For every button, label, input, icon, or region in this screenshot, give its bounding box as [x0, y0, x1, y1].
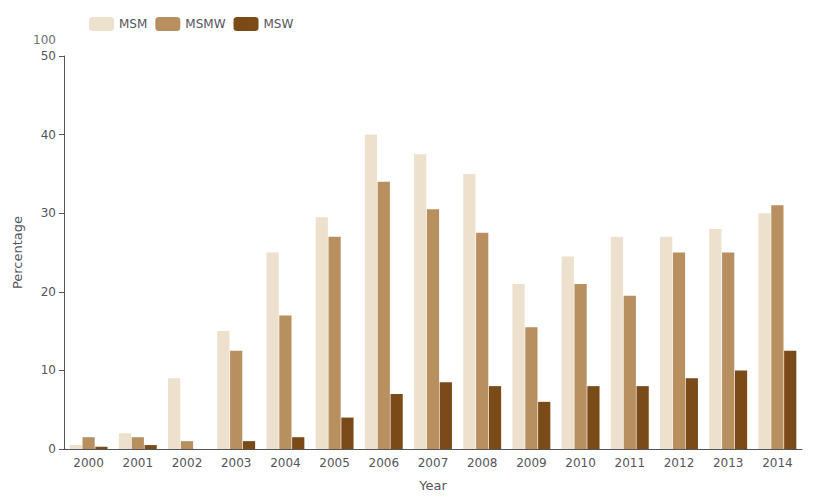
svg-text:2005: 2005 [319, 456, 350, 470]
svg-text:Year: Year [418, 478, 447, 493]
svg-text:2010: 2010 [565, 456, 596, 470]
svg-text:30: 30 [41, 206, 56, 220]
svg-text:50: 50 [41, 49, 56, 63]
svg-text:20: 20 [41, 285, 56, 299]
svg-text:MSM: MSM [119, 17, 147, 31]
svg-text:MSW: MSW [264, 17, 294, 31]
svg-text:MSMW: MSMW [185, 17, 225, 31]
svg-text:2006: 2006 [369, 456, 400, 470]
svg-text:2001: 2001 [123, 456, 154, 470]
svg-text:2008: 2008 [467, 456, 498, 470]
svg-text:0: 0 [48, 442, 56, 456]
svg-text:2011: 2011 [615, 456, 646, 470]
svg-text:2014: 2014 [762, 456, 793, 470]
svg-text:2000: 2000 [73, 456, 104, 470]
svg-text:2012: 2012 [664, 456, 695, 470]
svg-text:2009: 2009 [516, 456, 547, 470]
svg-text:10: 10 [41, 363, 56, 377]
svg-text:2004: 2004 [270, 456, 301, 470]
svg-text:Percentage: Percentage [10, 216, 25, 289]
svg-text:2007: 2007 [418, 456, 449, 470]
svg-text:2003: 2003 [221, 456, 252, 470]
svg-text:100: 100 [33, 33, 56, 47]
svg-text:40: 40 [41, 128, 56, 142]
svg-text:2013: 2013 [713, 456, 744, 470]
svg-text:2002: 2002 [172, 456, 203, 470]
